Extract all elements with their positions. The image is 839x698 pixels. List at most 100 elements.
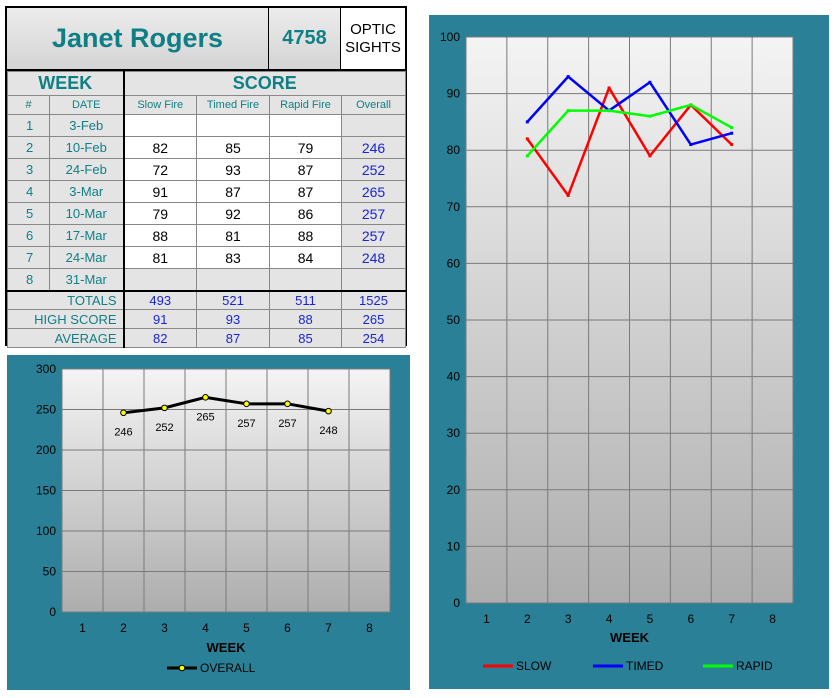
table-row: 3 24-Feb 72 93 87 252 — [7, 158, 407, 181]
table-row: 6 17-Mar 88 81 88 257 — [7, 224, 407, 247]
y-tick-label: 300 — [36, 362, 56, 376]
series-line-rapid — [526, 103, 733, 157]
cell-slow — [123, 114, 197, 137]
column-header-row: # DATE Slow Fire Timed Fire Rapid Fire O… — [7, 95, 407, 115]
cell-date: 24-Feb — [49, 158, 125, 181]
x-tick-label: 8 — [769, 612, 776, 626]
column-header-overall: Overall — [340, 95, 407, 115]
cell-slow: 91 — [123, 180, 197, 203]
cell-timed — [196, 268, 270, 291]
cell-date: 3-Mar — [49, 180, 125, 203]
average-timed: 87 — [196, 328, 270, 348]
column-header-timed: Timed Fire — [196, 95, 270, 115]
legend-label-timed: TIMED — [626, 659, 664, 673]
cell-slow: 82 — [123, 136, 197, 159]
table-row: 1 3-Feb — [7, 114, 407, 137]
x-tick-label: 5 — [647, 612, 654, 626]
cell-overall — [340, 114, 407, 137]
data-point — [566, 109, 570, 113]
legend-marker — [716, 664, 720, 668]
x-tick-label: 8 — [366, 621, 373, 635]
x-tick-label: 2 — [524, 612, 531, 626]
y-tick-label: 0 — [49, 605, 56, 619]
y-tick-label: 10 — [447, 539, 461, 553]
data-point — [161, 404, 168, 412]
data-point — [202, 394, 209, 401]
shooter-number: 4758 — [269, 8, 341, 69]
score-rows: 1 3-Feb 2 10-Feb 82 85 79 246 3 24-Feb 72 93 87 252 4 3… — [7, 114, 407, 291]
average-row: AVERAGE 82 87 85 254 — [7, 328, 407, 348]
table-row: 2 10-Feb 82 85 79 246 — [7, 136, 407, 159]
high-slow: 91 — [123, 309, 197, 329]
cell-date: 31-Mar — [49, 268, 125, 291]
cell-rapid — [269, 268, 342, 291]
y-tick-label: 30 — [447, 426, 461, 440]
average-slow: 82 — [123, 328, 197, 348]
shooter-name: Janet Rogers — [7, 8, 269, 69]
cell-rapid — [269, 114, 342, 137]
cell-slow: 72 — [123, 158, 197, 181]
cell-date: 17-Mar — [49, 224, 125, 247]
legend-marker — [178, 664, 186, 672]
y-tick-label: 250 — [36, 403, 56, 417]
column-header-num: # — [7, 95, 50, 115]
y-tick-label: 90 — [447, 87, 461, 101]
cell-rapid: 79 — [269, 136, 342, 159]
data-label: 248 — [319, 425, 337, 437]
table-row: 4 3-Mar 91 87 87 265 — [7, 180, 407, 203]
column-header-slow: Slow Fire — [123, 95, 197, 115]
legend-label-rapid: RAPID — [736, 659, 773, 673]
cell-timed: 83 — [196, 246, 270, 269]
fire-type-chart-panel: 0 10 20 30 40 50 60 70 80 90 100 1 2 3 4 5 6 7 8 WEEK SLOW TI… — [429, 15, 829, 689]
data-point — [607, 109, 611, 113]
data-point — [730, 131, 734, 135]
y-tick-label: 50 — [43, 565, 57, 579]
data-point — [566, 193, 570, 197]
cell-timed: 81 — [196, 224, 270, 247]
cell-date: 24-Mar — [49, 246, 125, 269]
cell-slow: 81 — [123, 246, 197, 269]
high-rapid: 88 — [269, 309, 342, 329]
data-label: 265 — [196, 411, 214, 423]
y-tick-label: 50 — [447, 313, 461, 327]
y-tick-label: 40 — [447, 370, 461, 384]
fire-type-chart: 0 10 20 30 40 50 60 70 80 90 100 1 2 3 4 5 6 7 8 WEEK SLOW TI… — [440, 30, 794, 673]
cell-timed — [196, 114, 270, 137]
category-line-1: OPTIC — [350, 20, 396, 38]
title-row: Janet Rogers 4758 OPTIC SIGHTS — [7, 8, 405, 71]
x-tick-label: 1 — [79, 621, 86, 635]
cell-timed: 87 — [196, 180, 270, 203]
totals-rapid: 511 — [269, 289, 342, 310]
y-tick-label: 70 — [447, 200, 461, 214]
y-tick-label: 100 — [36, 524, 56, 538]
data-label: 252 — [155, 422, 173, 434]
legend-marker — [606, 664, 610, 668]
overall-chart-panel: 0 50 100 150 200 250 300 1 2 3 4 5 6 7 8 WEEK 246 252 265 2… — [7, 355, 410, 690]
series-line-timed — [526, 75, 733, 146]
high-score-label: HIGH SCORE — [7, 309, 125, 329]
x-tick-label: 7 — [325, 621, 332, 635]
data-point — [525, 120, 529, 124]
legend-label-slow: SLOW — [516, 659, 552, 673]
totals-overall: 1525 — [340, 289, 407, 310]
x-axis-title: WEEK — [610, 630, 650, 645]
cell-num: 5 — [7, 202, 50, 225]
column-header-date: DATE — [49, 95, 125, 115]
column-header-rapid: Rapid Fire — [269, 95, 342, 115]
cell-rapid: 87 — [269, 158, 342, 181]
cell-num: 7 — [7, 246, 50, 269]
data-point — [648, 154, 652, 158]
cell-overall: 257 — [340, 224, 407, 247]
average-overall: 254 — [340, 328, 407, 348]
week-group-header: WEEK — [7, 71, 125, 96]
data-point — [120, 409, 127, 417]
totals-label: TOTALS — [7, 289, 125, 310]
series-line-slow — [526, 86, 733, 197]
data-label: 246 — [114, 427, 132, 439]
cell-timed: 92 — [196, 202, 270, 225]
data-point — [525, 137, 529, 141]
data-point — [325, 407, 332, 415]
x-axis-title: WEEK — [207, 640, 247, 655]
cell-num: 2 — [7, 136, 50, 159]
cell-slow — [123, 268, 197, 291]
